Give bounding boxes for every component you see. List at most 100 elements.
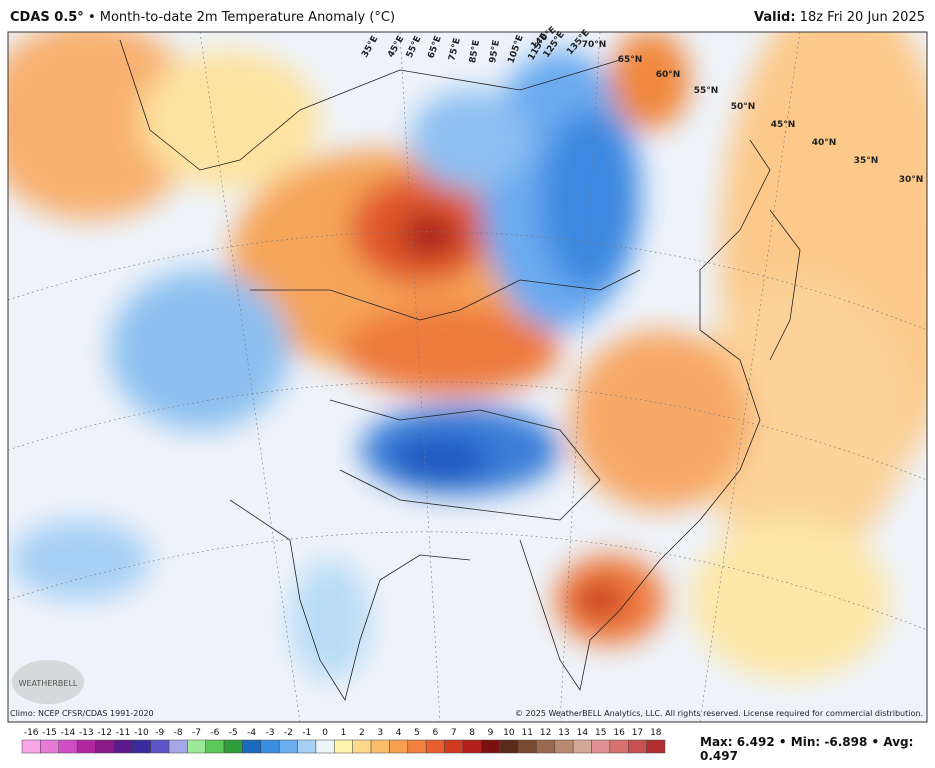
stat-value: -6.898 xyxy=(824,735,868,749)
colorbar-label: -9 xyxy=(155,728,164,738)
colorbar-label: -3 xyxy=(266,728,275,738)
colorbar-label: -7 xyxy=(192,728,201,738)
colorbar-label: 5 xyxy=(414,728,420,738)
colorbar-cell xyxy=(223,739,243,754)
colorbar-cell xyxy=(315,739,335,754)
separator: • xyxy=(871,735,880,749)
colorbar-cell xyxy=(150,739,170,754)
colorbar-label: 1 xyxy=(341,728,347,738)
colorbar-cell xyxy=(425,739,445,754)
graticule xyxy=(8,32,927,722)
colorbar-label: 13 xyxy=(558,728,569,738)
colorbar-label: 18 xyxy=(650,728,662,738)
stat-label: Min: xyxy=(790,735,821,749)
colorbar-label: -4 xyxy=(247,728,256,738)
colorbar-cell xyxy=(113,739,133,754)
colorbar-cell xyxy=(242,739,262,754)
graticule-label: 65°N xyxy=(618,55,643,65)
colorbar-label: 12 xyxy=(540,728,551,738)
colorbar-cell xyxy=(646,739,666,754)
stat-value: 6.492 xyxy=(736,735,775,749)
colorbar-cell xyxy=(389,739,409,754)
colorbar-cell xyxy=(444,739,464,754)
colorbar-label: 3 xyxy=(377,728,383,738)
graticule-label: 30°N xyxy=(899,175,924,185)
graticule-label: 40°N xyxy=(812,138,837,148)
colorbar-cell xyxy=(40,739,59,754)
colorbar-label: -8 xyxy=(174,728,183,738)
title: CDAS 0.5° • Month-to-date 2m Temperature… xyxy=(10,10,395,25)
graticule-label: 55°N xyxy=(694,86,719,96)
valid: Valid: 18z Fri 20 Jun 2025 xyxy=(754,10,925,25)
colorbar-label: -16 xyxy=(24,728,39,738)
colorbar-cell xyxy=(536,739,556,754)
colorbar-cell xyxy=(370,739,390,754)
colorbar-cell xyxy=(499,739,519,754)
stats: Max: 6.492 • Min: -6.898 • Avg: 0.497 xyxy=(700,735,935,763)
colorbar-label: -5 xyxy=(229,728,238,738)
separator: • xyxy=(87,10,96,25)
colorbar-cell xyxy=(205,739,225,754)
graticule-label: 85°E xyxy=(468,39,482,64)
colorbar-label: -10 xyxy=(134,728,149,738)
graticule-label: 50°N xyxy=(731,102,756,112)
colorbar-cell xyxy=(572,739,592,754)
colorbar-label: 16 xyxy=(613,728,625,738)
colorbar-cell xyxy=(187,739,206,754)
colorbar-cell xyxy=(591,739,611,754)
colorbar-cell xyxy=(21,739,41,754)
logo: WEATHERBELL xyxy=(12,660,84,704)
title-text: Month-to-date 2m Temperature Anomaly (°C… xyxy=(99,10,396,25)
colorbar-label: -12 xyxy=(97,728,112,738)
colorbar-label: -14 xyxy=(61,728,76,738)
colorbar-label: 4 xyxy=(396,728,402,738)
graticule-label: 95°E xyxy=(488,39,502,64)
map-frame xyxy=(7,31,928,723)
graticule-label: 60°N xyxy=(656,70,681,80)
coastlines xyxy=(119,39,801,702)
colorbar-cell xyxy=(297,739,317,754)
colorbar-label: 2 xyxy=(359,728,365,738)
climo: Climo: NCEP CFSR/CDAS 1991-2020 xyxy=(10,709,154,718)
colorbar-cell xyxy=(352,739,372,754)
anomaly-field xyxy=(8,32,927,722)
colorbar-cell xyxy=(481,739,500,754)
colorbar-label: 7 xyxy=(451,728,457,738)
colorbar-label: 10 xyxy=(503,728,515,738)
colorbar-cell xyxy=(334,739,353,754)
colorbar-cell xyxy=(554,739,574,754)
colorbar-cell xyxy=(95,739,115,754)
stat-value: 0.497 xyxy=(700,749,738,763)
colorbar-label: 0 xyxy=(322,728,328,738)
colorbar-cell xyxy=(609,739,629,754)
colorbar-cell xyxy=(517,739,537,754)
colorbar-cell xyxy=(628,739,647,754)
copyright: © 2025 WeatherBELL Analytics, LLC. All r… xyxy=(515,709,923,718)
colorbar-label: -1 xyxy=(302,728,311,738)
colorbar-cell xyxy=(407,739,427,754)
colorbar-label: 8 xyxy=(469,728,475,738)
colorbar-cell xyxy=(462,739,482,754)
valid-label: Valid: xyxy=(753,10,796,25)
colorbar-label: -11 xyxy=(116,728,131,738)
colorbar-cell xyxy=(131,739,151,754)
graticule-label: 45°N xyxy=(771,120,796,130)
logo-text: WEATHERBELL xyxy=(19,679,78,688)
colorbar-label: 15 xyxy=(595,728,606,738)
valid-time: 18z Fri 20 Jun 2025 xyxy=(799,10,925,25)
graticule-label: 70°N xyxy=(582,40,607,50)
colorbar-cell xyxy=(76,739,96,754)
stat-label: Max: xyxy=(700,735,733,749)
graticule-label: 35°N xyxy=(854,156,879,166)
colorbar-label: 11 xyxy=(521,728,532,738)
colorbar-label: -2 xyxy=(284,728,293,738)
colorbar-label: 14 xyxy=(577,728,589,738)
product: CDAS 0.5° xyxy=(10,10,84,25)
colorbar: -16 -15 -14 -13 -12 -11 -10 -9 -8 -7 -6 -5 -4 -3 -2 -1 0… xyxy=(21,728,666,754)
colorbar-label: -13 xyxy=(79,728,94,738)
colorbar-cell xyxy=(278,739,298,754)
colorbar-cell xyxy=(168,739,188,754)
colorbar-label: -6 xyxy=(210,728,219,738)
